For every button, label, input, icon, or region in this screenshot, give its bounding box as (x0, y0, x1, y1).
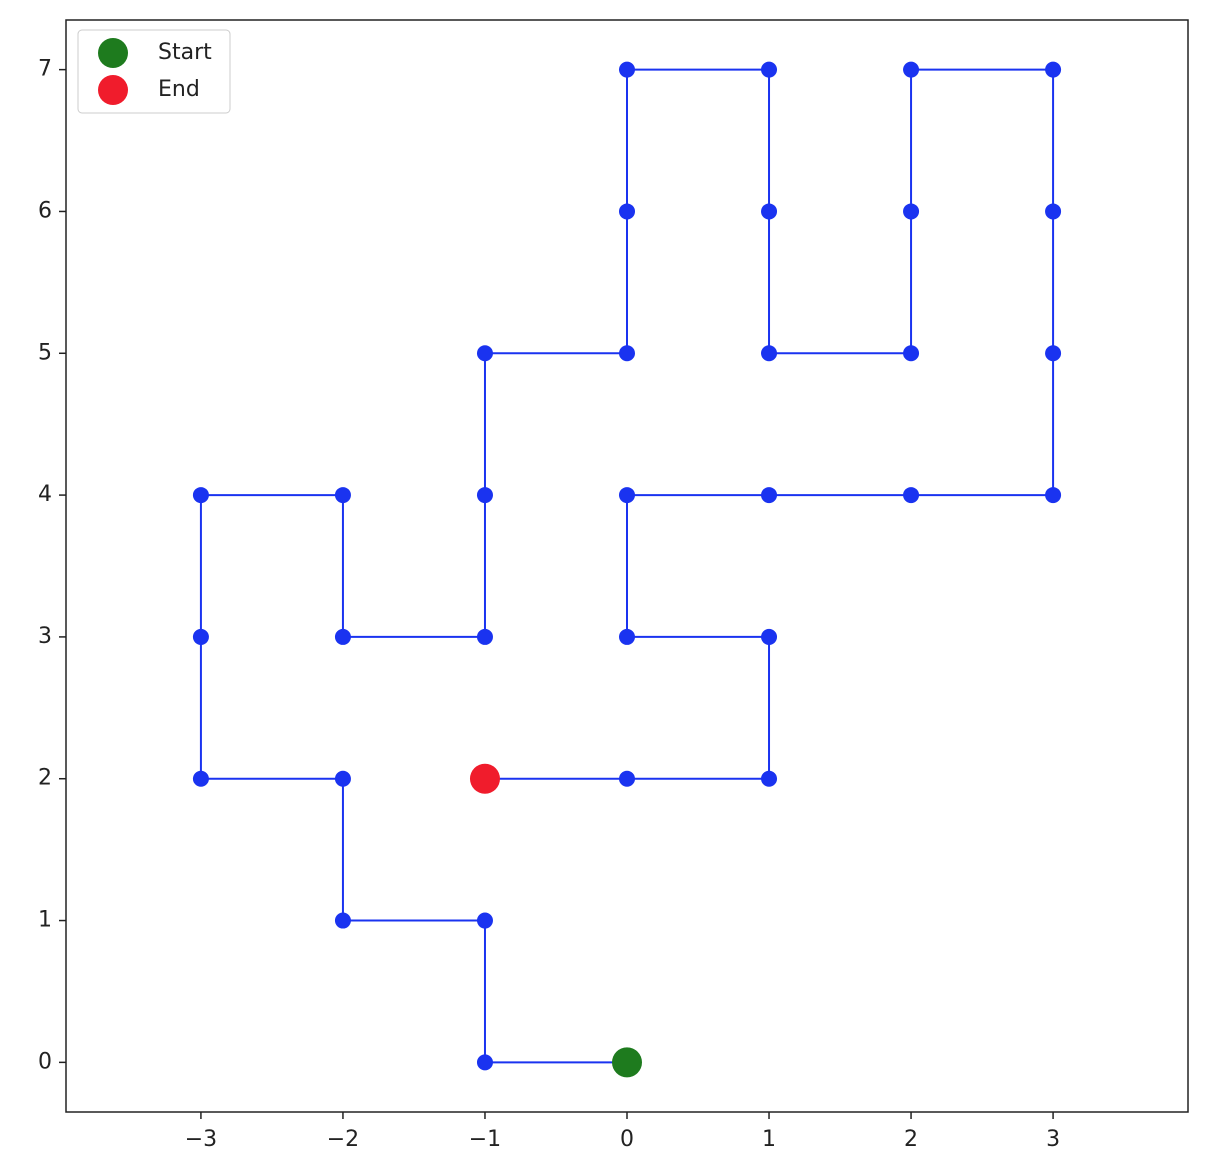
legend-swatch (98, 75, 128, 105)
walk-point (476, 628, 493, 645)
walk-point (619, 203, 635, 220)
endpoint-marker (469, 763, 500, 794)
walk-point (619, 345, 635, 362)
x-tick-label: 0 (620, 1127, 634, 1152)
walk-point (619, 770, 635, 787)
walk-point (903, 61, 920, 78)
walk-point (619, 487, 635, 504)
y-tick-label: 6 (38, 198, 52, 223)
walk-point (476, 345, 493, 362)
walk-point (334, 912, 351, 929)
walk-point (619, 61, 635, 78)
walk-point (761, 345, 778, 362)
walk-point (903, 203, 920, 220)
walk-point (192, 487, 209, 504)
x-tick-label: 1 (762, 1127, 776, 1152)
x-tick-label: 3 (1046, 1127, 1060, 1152)
walk-point (334, 487, 351, 504)
x-tick-label: −1 (469, 1127, 501, 1152)
endpoint-marker (612, 1047, 642, 1078)
walk-point (476, 912, 493, 929)
walk-point (476, 487, 493, 504)
walk-point (761, 487, 778, 504)
walk-point (192, 770, 209, 787)
walk-point (192, 628, 209, 645)
x-tick-label: −3 (185, 1127, 217, 1152)
walk-point (761, 61, 778, 78)
walk-point (903, 487, 920, 504)
walk-point (761, 628, 778, 645)
walk-line (199, 68, 1055, 1064)
walk-point (334, 628, 351, 645)
y-tick-label: 2 (38, 766, 52, 791)
legend-label: End (158, 77, 200, 102)
y-tick-label: 1 (38, 908, 52, 933)
x-tick-label: 2 (904, 1127, 918, 1152)
y-tick-label: 0 (38, 1049, 52, 1074)
y-tick-label: 4 (38, 482, 52, 507)
walk-point (334, 770, 351, 787)
walk-point (761, 770, 778, 787)
walk-point (619, 628, 635, 645)
walk-point (903, 345, 920, 362)
walk-point (1045, 345, 1062, 362)
legend-swatch (98, 38, 128, 68)
legend-label: Start (158, 40, 212, 65)
x-tick-label: −2 (327, 1127, 359, 1152)
y-tick-label: 5 (38, 340, 52, 365)
walk-point (761, 203, 778, 220)
walk-point (476, 1054, 493, 1071)
y-tick-label: 7 (38, 57, 52, 82)
walk-point (1045, 203, 1062, 220)
walk-point (1045, 487, 1062, 504)
y-tick-label: 3 (38, 624, 52, 649)
walk-point (1045, 61, 1062, 78)
